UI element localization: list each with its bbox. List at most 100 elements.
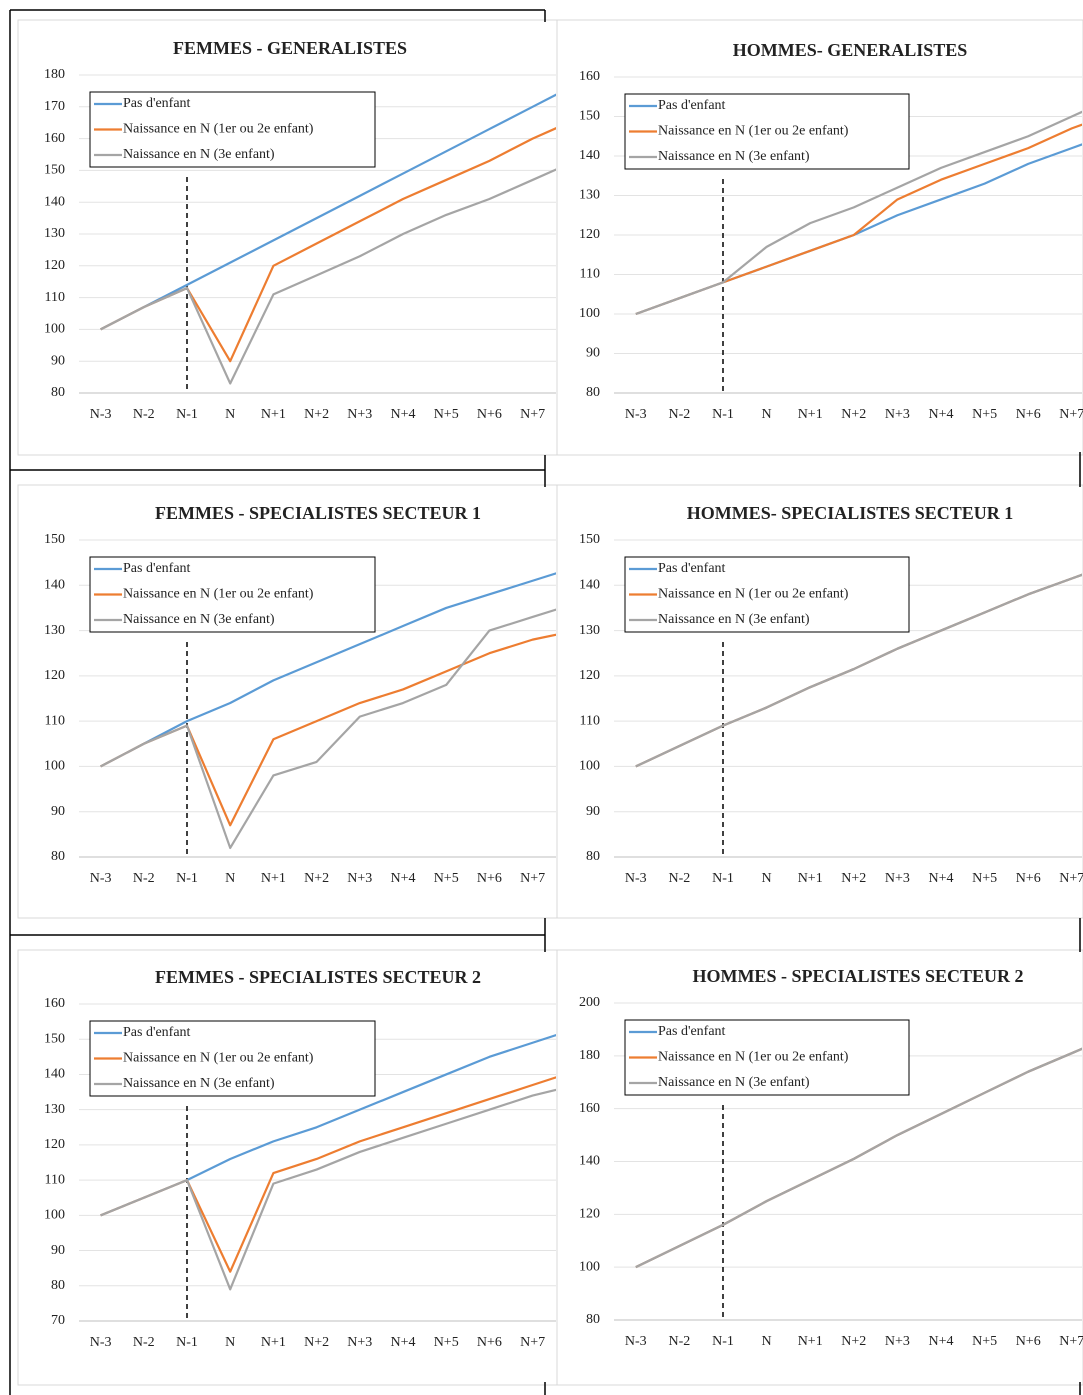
x-tick-label: N+7 [520,871,545,886]
chart-title: FEMMES - SPECIALISTES SECTEUR 2 [155,967,481,987]
x-tick-label: N-1 [176,1335,198,1350]
chart-background [17,484,558,919]
y-tick-label: 110 [45,713,65,728]
x-tick-label: N [225,1335,235,1350]
x-tick-label: N+1 [261,407,286,422]
chart: HOMMES - SPECIALISTES SECTEUR 2 80 100 120 1… [556,949,1083,1386]
x-tick-label: N+1 [798,1334,823,1349]
y-tick-label: 150 [44,532,65,547]
y-tick-label: 100 [44,1208,65,1223]
x-tick-label: N+3 [347,1335,372,1350]
legend-label: Pas d'enfant [658,561,726,576]
legend-label: Pas d'enfant [123,561,191,576]
y-tick-label: 100 [579,1259,600,1274]
y-tick-label: 80 [586,849,600,864]
x-tick-label: N-3 [625,1334,647,1349]
x-tick-label: N+3 [347,407,372,422]
legend-box [89,1020,376,1097]
x-tick-label: N [225,871,235,886]
chart: FEMMES - SPECIALISTES SECTEUR 2 70 80 90 100… [17,949,558,1386]
x-tick-label: N+7 [1059,871,1083,886]
series-line [635,110,1082,316]
x-tick-label: N+6 [1016,871,1041,886]
chart: HOMMES- GENERALISTES 80 90 100 110 120 130 140 1… [556,19,1083,456]
chart: HOMMES- SPECIALISTES SECTEUR 1 80 90 100 110… [556,484,1083,919]
y-tick-label: 100 [44,322,65,337]
legend-label: Naissance en N (1er ou 2e enfant) [658,124,849,139]
legend-label: Naissance en N (3e enfant) [658,149,810,164]
legend-label: Pas d'enfant [658,1024,726,1039]
x-tick-label: N+4 [390,871,415,886]
x-tick-label: N+3 [885,871,910,886]
y-tick-label: 110 [580,267,600,282]
y-tick-label: 80 [51,849,65,864]
y-tick-label: 100 [579,306,600,321]
legend-box [624,556,910,633]
x-tick-label: N+6 [1016,407,1041,422]
x-tick-label: N+6 [477,871,502,886]
chart-background [556,19,1083,456]
x-tick-label: N-3 [625,871,647,886]
x-tick-label: N+2 [841,407,866,422]
y-tick-label: 140 [44,194,65,209]
x-tick-label: N+4 [928,1334,953,1349]
y-tick-label: 150 [579,109,600,124]
y-tick-label: 140 [44,1067,65,1082]
y-tick-label: 120 [579,668,600,683]
y-tick-label: 110 [580,713,600,728]
y-tick-label: 100 [579,759,600,774]
table-frame [9,9,1081,1395]
y-tick-label: 160 [44,131,65,146]
y-tick-label: 100 [44,759,65,774]
series-line [100,1088,556,1291]
x-tick-label: N-1 [176,407,198,422]
series-line [100,168,556,385]
x-tick-label: N-2 [133,1335,155,1350]
x-tick-label: N-1 [712,1334,734,1349]
legend-label: Naissance en N (3e enfant) [123,1076,275,1091]
legend-box [624,1019,910,1096]
x-tick-label: N+1 [798,871,823,886]
x-tick-label: N+7 [1059,1334,1083,1349]
x-tick-label: N-2 [133,871,155,886]
legend-label: Naissance en N (3e enfant) [658,1075,810,1090]
y-tick-label: 110 [45,1172,65,1187]
series-line [635,573,1082,768]
y-tick-label: 170 [44,99,65,114]
legend-label: Naissance en N (3e enfant) [123,147,275,162]
x-tick-label: N [225,407,235,422]
chart: FEMMES - SPECIALISTES SECTEUR 1 80 90 100 11… [17,484,558,919]
x-tick-label: N-2 [669,407,691,422]
x-tick-label: N+7 [520,1335,545,1350]
y-tick-label: 120 [44,1137,65,1152]
legend-box [624,93,910,170]
chart-title: FEMMES - GENERALISTES [173,38,407,58]
y-tick-label: 130 [579,188,600,203]
x-tick-label: N+4 [390,407,415,422]
x-tick-label: N+4 [928,407,953,422]
legend-label: Naissance en N (3e enfant) [123,612,275,627]
legend-label: Naissance en N (1er ou 2e enfant) [123,122,314,137]
y-tick-label: 180 [579,1048,600,1063]
series-line [100,572,556,768]
y-tick-label: 90 [586,804,600,819]
x-tick-label: N+5 [434,407,459,422]
chart-title: HOMMES- GENERALISTES [733,40,968,60]
x-tick-label: N+1 [798,407,823,422]
x-tick-label: N+2 [304,871,329,886]
y-tick-label: 140 [579,1154,600,1169]
x-tick-label: N+7 [520,407,545,422]
x-tick-label: N+2 [841,1334,866,1349]
y-tick-label: 150 [579,532,600,547]
chart-background [17,19,558,456]
legend-label: Naissance en N (1er ou 2e enfant) [658,1050,849,1065]
y-tick-label: 90 [51,1243,65,1258]
x-tick-label: N+2 [841,871,866,886]
chart: FEMMES - GENERALISTES 80 90 100 110 120 130 140… [17,19,558,456]
legend-label: Pas d'enfant [123,1025,191,1040]
series-line [100,93,556,331]
series-line [635,1047,1082,1269]
y-tick-label: 160 [44,996,65,1011]
plot-area [79,1003,556,1322]
